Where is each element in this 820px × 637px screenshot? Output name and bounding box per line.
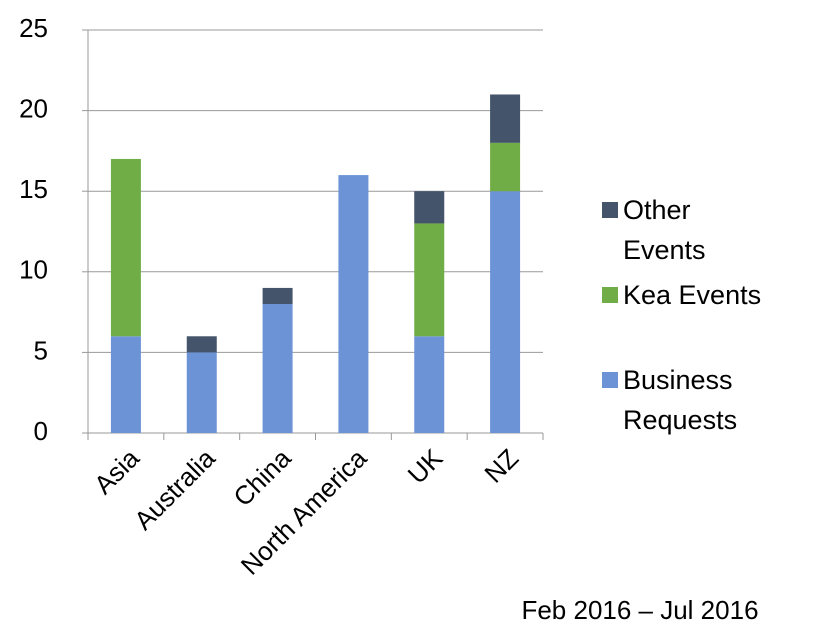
bar-segment — [414, 191, 445, 224]
bar-segment — [110, 336, 141, 433]
bar-segment — [490, 94, 521, 143]
y-tick-label: 10 — [19, 255, 48, 285]
bar-segment — [186, 352, 217, 433]
bar-segment — [414, 336, 445, 433]
bar-segment — [414, 223, 445, 337]
x-tick-label: Australia — [128, 443, 221, 536]
bar-segment — [186, 336, 217, 353]
bar-segment — [490, 142, 521, 192]
legend-label: Kea Events — [623, 280, 762, 310]
legend-label: Business Requests — [623, 365, 738, 435]
y-tick-label: 25 — [19, 13, 48, 43]
legend-item: Other Events — [602, 190, 812, 270]
y-tick-label: 0 — [34, 416, 48, 446]
y-tick-label: 15 — [19, 174, 48, 204]
bar-segment — [262, 287, 293, 305]
legend-item: Business Requests — [602, 360, 812, 440]
bar-segment — [110, 158, 141, 337]
x-tick-label: NZ — [478, 443, 524, 489]
bar-segment — [262, 304, 293, 433]
legend-swatch — [602, 287, 618, 303]
legend-swatch — [602, 202, 618, 218]
legend-swatch — [602, 372, 618, 388]
x-tick-label: China — [227, 443, 297, 513]
legend-label: Other Events — [623, 195, 706, 265]
x-tick-label: Asia — [88, 443, 145, 500]
y-tick-label: 20 — [19, 93, 48, 123]
bar-segment — [490, 191, 521, 433]
annotation: Feb 2016 – Jul 2016 — [521, 595, 758, 625]
y-tick-label: 5 — [34, 335, 48, 365]
legend-item: Kea Events — [602, 275, 812, 315]
x-tick-label: UK — [402, 442, 449, 489]
bar-segment — [338, 175, 369, 433]
